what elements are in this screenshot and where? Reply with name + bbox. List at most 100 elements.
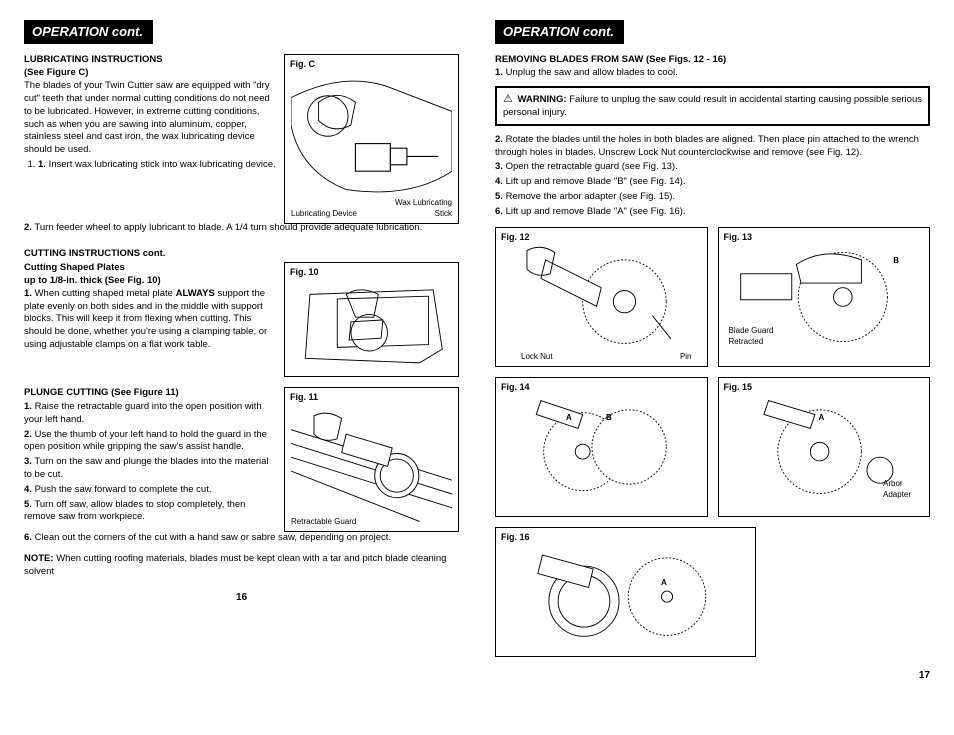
f13B: B [893, 256, 899, 267]
figc-cap2: Wax Lubricating Stick [392, 198, 452, 220]
rm-s3: 3. Open the retractable guard (see Fig. … [495, 161, 930, 174]
b2: 2. [24, 222, 32, 233]
warning-text: Failure to unplug the saw could result i… [503, 94, 922, 118]
figure-10: Fig. 10 [284, 262, 459, 377]
note-b: NOTE: [24, 553, 54, 564]
fig14-label: Fig. 14 [501, 381, 530, 393]
rb5: 5. [495, 191, 503, 202]
fig16-svg [500, 532, 751, 652]
f12c2: Pin [680, 352, 692, 363]
rms4: Lift up and remove Blade "B" (see Fig. 1… [506, 176, 686, 187]
rb3: 3. [495, 161, 503, 172]
pb3: 3. [24, 456, 32, 467]
rb2: 2. [495, 134, 503, 145]
figure-12: Fig. 12 Lock Nut Pin [495, 227, 708, 367]
rm-s5: 5. Remove the arbor adapter (see Fig. 15… [495, 191, 930, 204]
cs1b: ALWAYS [176, 288, 215, 299]
figc-cap1: Lubricating Device [291, 209, 357, 220]
cutting-sub1: Cutting Shaped Plates [24, 262, 276, 275]
lubricating-steps: 1. Insert wax lubricating stick into wax… [24, 159, 276, 172]
note-line: NOTE: When cutting roofing materials, bl… [24, 553, 459, 579]
rm-s6: 6. Lift up and remove Blade "A" (see Fig… [495, 206, 930, 219]
fig11-svg [291, 392, 452, 527]
rms5: Remove the arbor adapter (see Fig. 15). [506, 191, 676, 202]
cutting-title: CUTTING INSTRUCTIONS cont. [24, 248, 459, 261]
pl-s6: 6. Clean out the corners of the cut with… [24, 532, 459, 545]
figure-11: Fig. 11 Retractable Guard [284, 387, 459, 532]
pls4t: Push the saw forward to complete the cut… [35, 484, 212, 495]
pb4: 4. [24, 484, 32, 495]
lubricating-sub: (See Figure C) [24, 67, 276, 80]
rb4: 4. [495, 176, 503, 187]
warning-box: ⚠ WARNING: Failure to unplug the saw cou… [495, 86, 930, 126]
cutting-block: CUTTING INSTRUCTIONS cont. Cutting Shape… [24, 248, 459, 377]
fig14-svg [500, 382, 703, 512]
fig12-svg [500, 232, 703, 362]
lubricating-text: LUBRICATING INSTRUCTIONS (See Figure C) … [24, 54, 276, 178]
plunge-text: PLUNGE CUTTING (See Figure 11) 1. Raise … [24, 387, 276, 526]
page-17: OPERATION cont. REMOVING BLADES FROM SAW… [495, 20, 930, 682]
pb5: 5. [24, 499, 32, 510]
pl-s2: 2. Use the thumb of your left hand to ho… [24, 429, 276, 455]
rms1: Unplug the saw and allow blades to cool. [506, 67, 678, 78]
figure-14: Fig. 14 A B [495, 377, 708, 517]
cutting-step1: 1. When cutting shaped metal plate ALWAY… [24, 288, 276, 352]
fig15-label: Fig. 15 [724, 381, 753, 393]
figure-13: Fig. 13 B Blade Guard Retracted [718, 227, 931, 367]
pls3t: Turn on the saw and plunge the blades in… [24, 456, 269, 480]
manual-spread: OPERATION cont. LUBRICATING INSTRUCTIONS… [24, 20, 930, 682]
page-16: OPERATION cont. LUBRICATING INSTRUCTIONS… [24, 20, 459, 682]
pb6: 6. [24, 532, 32, 543]
pl-s5: 5. Turn off saw, allow blades to stop co… [24, 499, 276, 525]
pb1: 1. [24, 401, 32, 412]
figure-c-label: Fig. C [290, 58, 315, 70]
figure-16: Fig. 16 A [495, 527, 756, 657]
fig12-label: Fig. 12 [501, 231, 530, 243]
fig16-label: Fig. 16 [501, 531, 530, 543]
f13c1: Blade Guard Retracted [729, 326, 784, 348]
f12c1: Lock Nut [521, 352, 553, 363]
figure-c: Fig. C Lubricating Device Wax Lubricatin… [284, 54, 459, 224]
rm-s4: 4. Lift up and remove Blade "B" (see Fig… [495, 176, 930, 189]
rb1: 1. [495, 67, 503, 78]
pl-s3: 3. Turn on the saw and plunge the blades… [24, 456, 276, 482]
removing-title: REMOVING BLADES FROM SAW (See Figs. 12 -… [495, 54, 930, 67]
lub-step1-text: Insert wax lubricating stick into wax lu… [49, 159, 276, 170]
pls6t: Clean out the corners of the cut with a … [35, 532, 391, 543]
f14A: A [566, 413, 572, 424]
plunge-row: PLUNGE CUTTING (See Figure 11) 1. Raise … [24, 387, 459, 532]
plunge-title: PLUNGE CUTTING (See Figure 11) [24, 387, 276, 400]
f14B: B [606, 413, 612, 424]
operation-header-right: OPERATION cont. [495, 20, 624, 44]
pls5t: Turn off saw, allow blades to stop compl… [24, 499, 245, 523]
lubricating-row: LUBRICATING INSTRUCTIONS (See Figure C) … [24, 54, 459, 224]
f15c: Arbor Adapter [883, 479, 923, 501]
figures-grid: Fig. 12 Lock Nut Pin Fig. 13 [495, 227, 930, 657]
rms2: Rotate the blades until the holes in bot… [495, 134, 919, 158]
plunge-block: PLUNGE CUTTING (See Figure 11) 1. Raise … [24, 387, 459, 545]
fig10-svg [291, 267, 452, 372]
lubricating-title: LUBRICATING INSTRUCTIONS [24, 54, 276, 67]
pl-s1: 1. Raise the retractable guard into the … [24, 401, 276, 427]
pls1t: Raise the retractable guard into the ope… [24, 401, 262, 425]
note-text: When cutting roofing materials, blades m… [24, 553, 446, 577]
lub-step-1: 1. Insert wax lubricating stick into wax… [38, 159, 276, 172]
lubricating-para: The blades of your Twin Cutter saw are e… [24, 80, 276, 157]
fig11-cap: Retractable Guard [291, 517, 356, 528]
cs1a: When cutting shaped metal plate [35, 288, 176, 299]
fig11-label: Fig. 11 [290, 391, 318, 403]
figure-15: Fig. 15 A Arbor Adapter [718, 377, 931, 517]
cutting-sub2: up to 1/8-in. thick (See Fig. 10) [24, 275, 276, 288]
fig13-label: Fig. 13 [724, 231, 753, 243]
cutting-row: Cutting Shaped Plates up to 1/8-in. thic… [24, 262, 459, 377]
page-num-16: 16 [24, 591, 459, 605]
rm-s1: 1. Unplug the saw and allow blades to co… [495, 67, 930, 80]
figure-c-svg [291, 59, 452, 219]
b1: 1. [38, 159, 46, 170]
b3: 1. [24, 288, 32, 299]
rms3: Open the retractable guard (see Fig. 13)… [506, 161, 678, 172]
f15A: A [819, 413, 825, 424]
rb6: 6. [495, 206, 503, 217]
fig10-label: Fig. 10 [290, 266, 319, 278]
page-num-17: 17 [495, 669, 930, 683]
